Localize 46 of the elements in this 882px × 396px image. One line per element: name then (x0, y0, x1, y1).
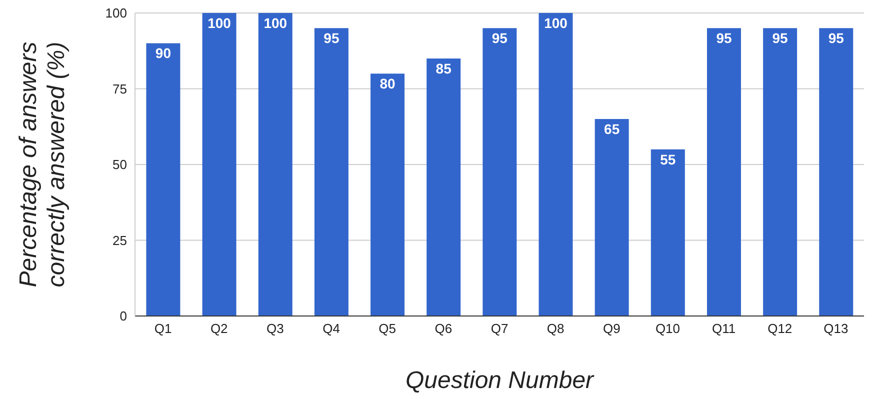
bar (146, 43, 180, 316)
bar (426, 58, 461, 316)
x-tick-label: Q12 (768, 321, 792, 336)
x-tick-label: Q5 (378, 321, 396, 336)
x-tick-label: Q7 (490, 321, 508, 336)
bar (482, 28, 517, 316)
y-tick-label: 0 (120, 308, 127, 324)
y-tick-label: 100 (105, 6, 127, 21)
bar (370, 74, 405, 316)
x-tick-label: Q6 (434, 321, 452, 336)
x-tick-label: Q11 (712, 321, 736, 336)
data-label: 95 (492, 30, 508, 46)
data-label: 85 (436, 60, 452, 76)
y-tick-label: 25 (112, 232, 127, 248)
y-tick-label: 50 (112, 157, 127, 172)
data-label: 95 (324, 30, 340, 46)
x-tick-label: Q8 (546, 321, 564, 336)
data-label: 100 (544, 14, 568, 31)
data-label: 95 (772, 30, 788, 46)
bar (258, 13, 292, 316)
x-tick-label: Q10 (655, 321, 680, 336)
x-tick-label: Q1 (154, 321, 172, 336)
data-label: 55 (660, 151, 676, 168)
x-tick-label: Q2 (210, 321, 228, 336)
y-axis-title: Percentage of answers correctly answered (%) (15, 42, 70, 288)
bar (538, 13, 573, 316)
data-label: 90 (155, 45, 172, 62)
x-tick-label: Q4 (322, 321, 340, 336)
data-label: 100 (208, 14, 232, 31)
data-label: 95 (828, 30, 844, 46)
bar (706, 28, 741, 316)
bar (763, 28, 798, 316)
y-tick-label: 75 (112, 81, 127, 96)
data-label: 100 (264, 14, 288, 31)
data-label: 65 (604, 120, 620, 137)
bar (314, 28, 348, 316)
data-label: 80 (380, 76, 396, 92)
data-label: 95 (716, 30, 732, 46)
x-tick-label: Q3 (266, 321, 284, 336)
bar (594, 119, 629, 316)
bar (650, 149, 685, 316)
bar (202, 13, 236, 316)
x-tick-label: Q9 (602, 321, 620, 336)
x-tick-label: Q13 (824, 321, 848, 336)
x-axis-title: Question Number (405, 367, 595, 394)
bar (819, 28, 854, 316)
